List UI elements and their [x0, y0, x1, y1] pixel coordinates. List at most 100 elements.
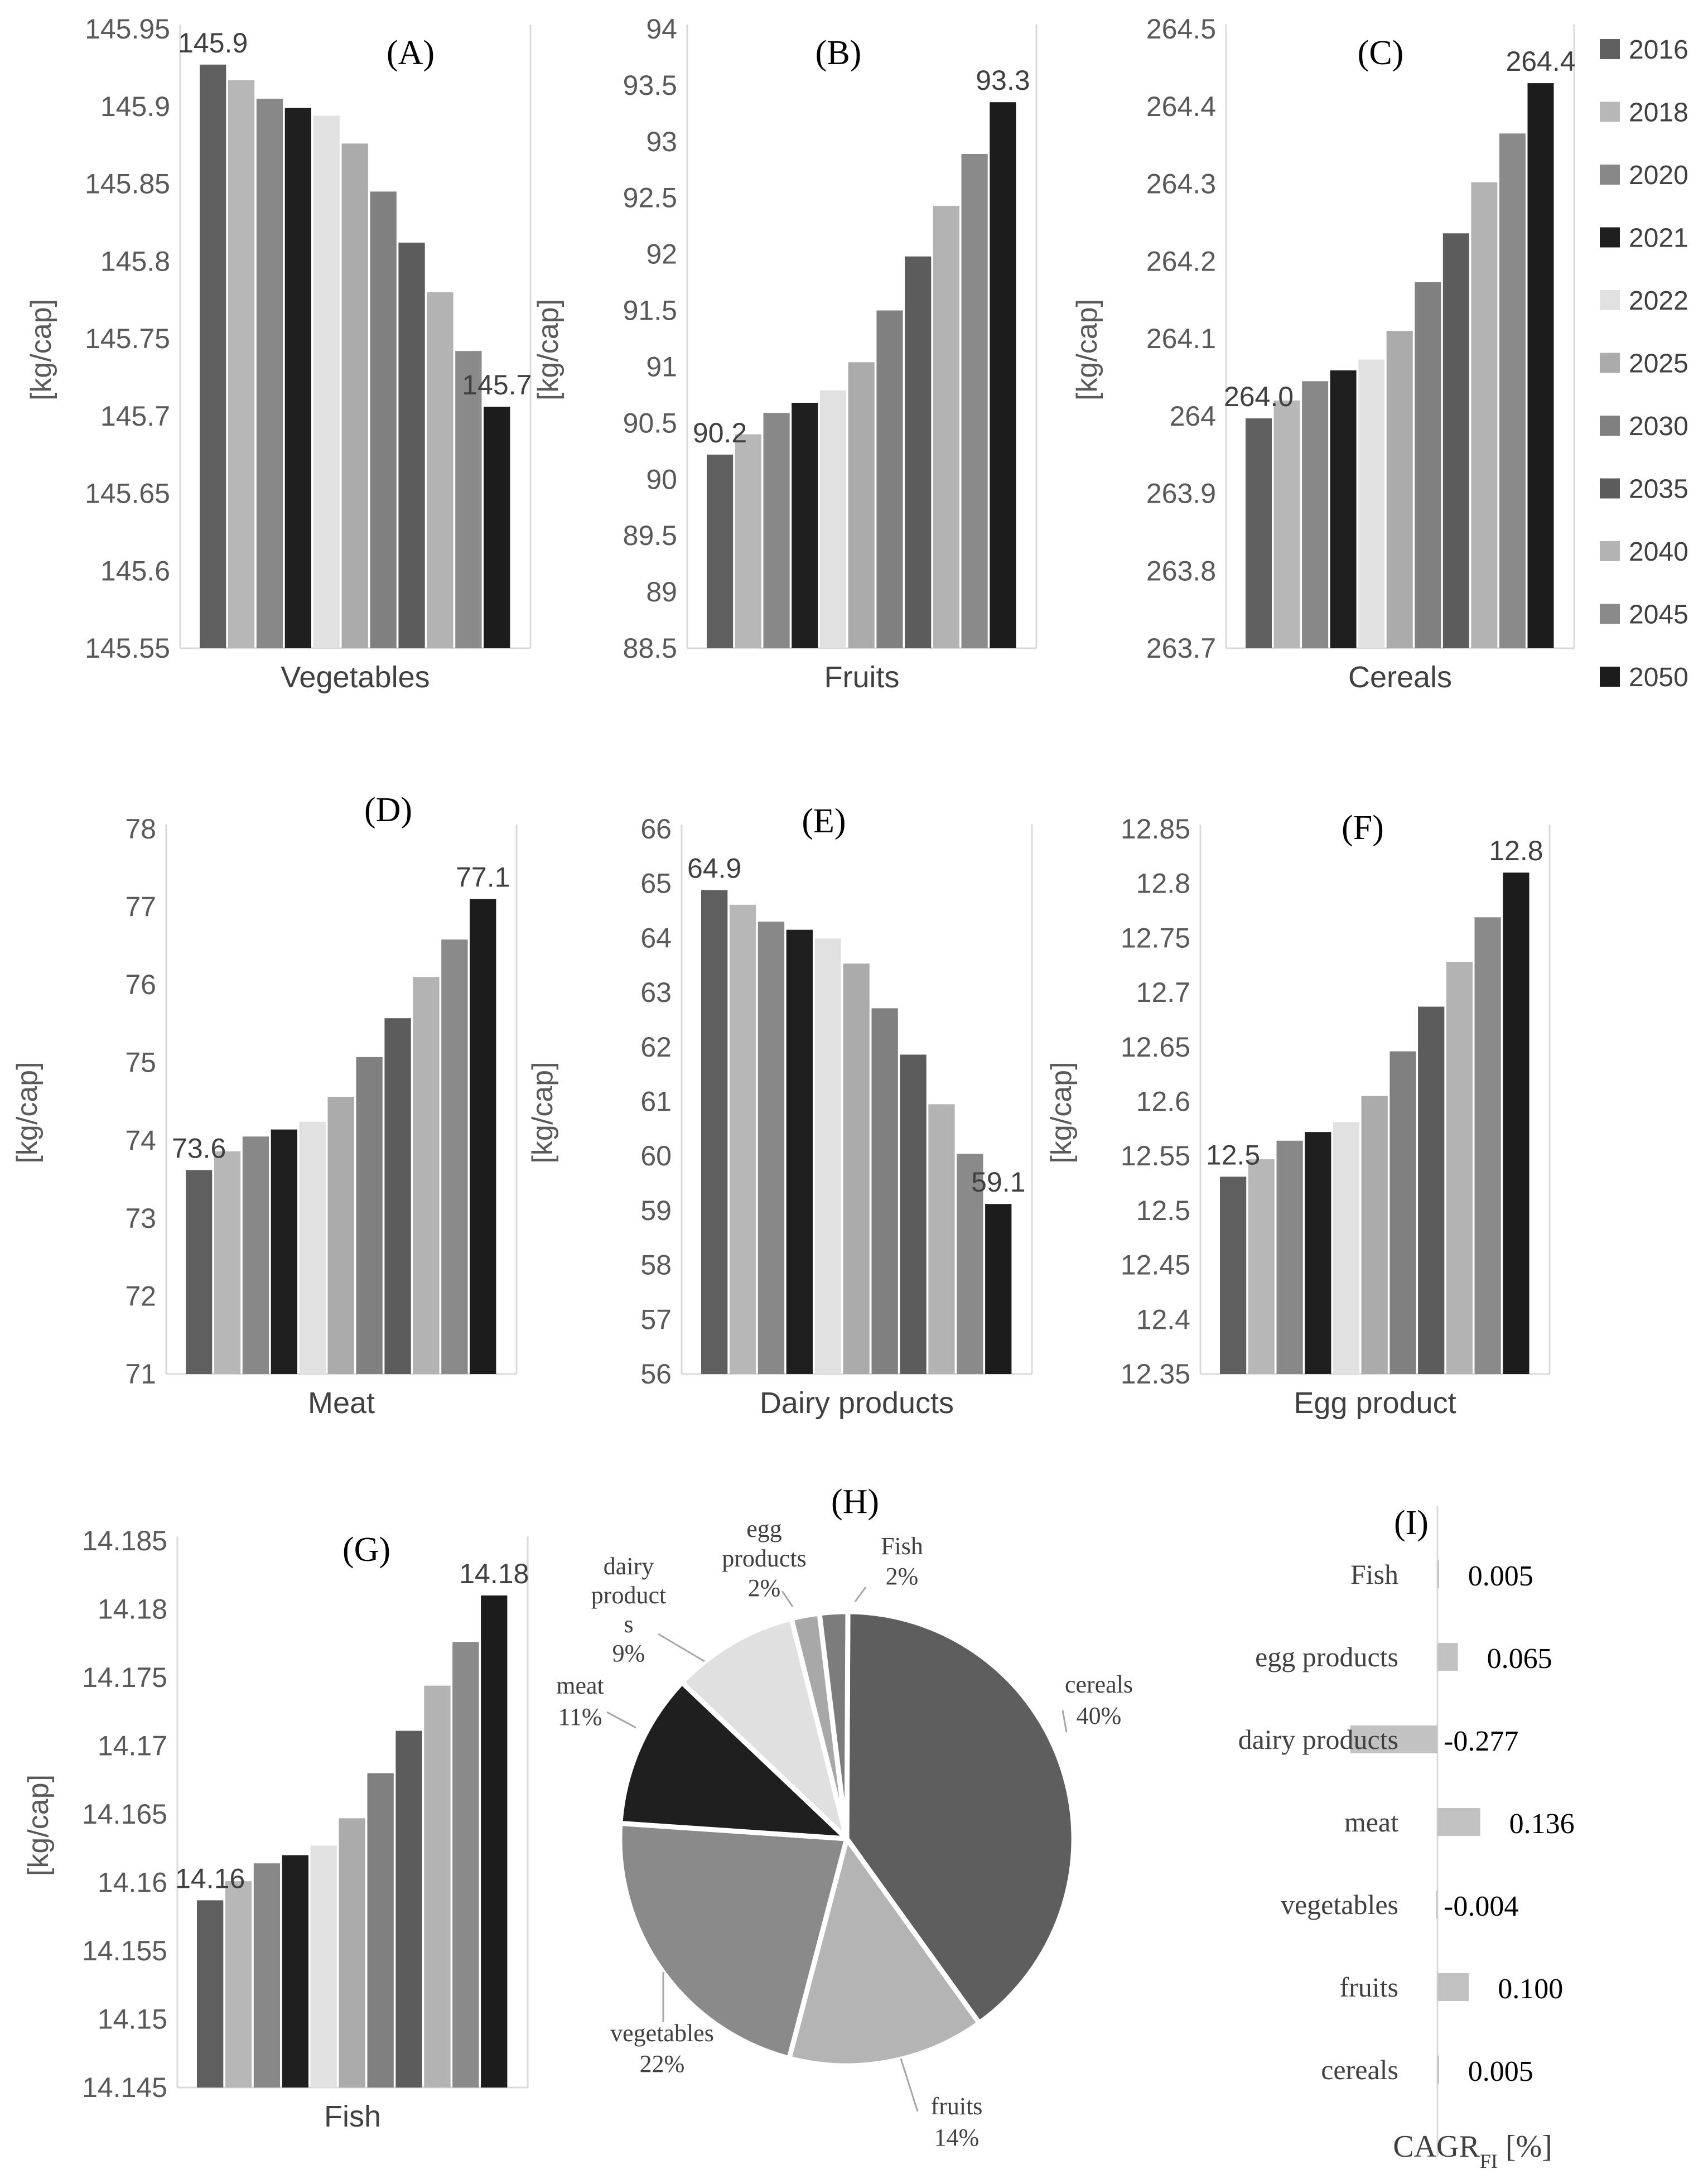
legend-swatch-2030 — [1600, 416, 1620, 436]
chart-panel-3: 263.7 263.8 263.9 264 264.1 264.2 264.3 264.4 26… — [1071, 13, 1576, 694]
legend-swatch-2050 — [1600, 667, 1620, 687]
cagr-value-label: 0.005 — [1468, 2056, 1533, 2088]
y-axis-title: [kg/cap] — [527, 1062, 559, 1163]
bar-2045 — [957, 1154, 983, 1374]
x-category-label: Cereals — [1348, 661, 1452, 694]
bar-2040 — [928, 1104, 955, 1374]
cagr-bar-fish — [1437, 1560, 1439, 1588]
bar-2035 — [1442, 233, 1469, 648]
y-tick-label: 64 — [640, 922, 672, 953]
y-tick-label: 264.4 — [1146, 91, 1216, 122]
pie-label: 9% — [612, 1640, 645, 1667]
pie-leader-line — [781, 1590, 794, 1607]
chart-panel-1: 145.55 145.6 145.65 145.7 145.75 145.8 145.85 1… — [25, 13, 532, 694]
bar-2018 — [1273, 401, 1300, 648]
cagr-axis-main: CAGR — [1393, 2129, 1480, 2164]
cagr-bar-cereals — [1437, 2056, 1439, 2084]
y-axis-title: [kg/cap] — [532, 299, 564, 401]
y-tick-label: 89 — [646, 576, 677, 608]
y-tick-label: 145.7 — [100, 401, 170, 432]
cagr-value-label: -0.277 — [1444, 1725, 1518, 1757]
cagr-category-label: vegetables — [1281, 1889, 1398, 1920]
legend: 2016 2018 2020 2021 2022 2025 2030 2035 2040 2045… — [1600, 35, 1688, 692]
cagr-axis-subscript: FI — [1480, 2150, 1498, 2172]
y-tick-label: 90 — [646, 464, 677, 495]
pie-slice-cereals — [844, 1609, 1077, 2026]
bar-2030 — [1389, 1051, 1416, 1374]
cagr-x-axis-title: CAGRFI [%] — [1393, 2129, 1552, 2172]
pie-label: 2% — [748, 1574, 781, 1602]
cagr-bar-meat — [1437, 1808, 1480, 1836]
bar-2018 — [729, 904, 756, 1374]
bar-2020 — [256, 98, 283, 648]
bar-2016 — [707, 454, 734, 648]
pie-label: 40% — [1077, 1702, 1122, 1729]
bar-2018 — [214, 1151, 241, 1374]
cagr-value-label: 0.005 — [1468, 1560, 1533, 1592]
cagr-value-label: -0.004 — [1444, 1891, 1518, 1922]
bar-2016 — [200, 64, 226, 648]
bar-2050 — [1527, 83, 1554, 649]
y-tick-label: 56 — [640, 1358, 672, 1390]
bar-2035 — [395, 1730, 422, 2088]
bar-2040 — [424, 1685, 451, 2088]
cagr-bar-vegetables — [1436, 1891, 1437, 1918]
cagr-value-label: 0.065 — [1487, 1643, 1552, 1675]
y-tick-label: 12.65 — [1121, 1031, 1190, 1063]
pie-leader-line — [900, 2058, 919, 2112]
bar-2025 — [341, 143, 368, 648]
pie-slice-dairy-products — [679, 1616, 850, 1841]
panel-title: (C) — [1358, 34, 1404, 72]
bar-2025 — [339, 1818, 365, 2088]
legend-label-2018: 2018 — [1629, 98, 1688, 128]
data-label-last: 264.4 — [1506, 46, 1575, 77]
y-tick-label: 145.65 — [85, 478, 170, 509]
bar-2050 — [985, 1204, 1012, 1374]
chart-panel-5: 56 57 58 59 60 61 62 63 64 65 66 64.9 59.1 Dairy prod… — [527, 802, 1033, 1420]
bar-2045 — [1474, 917, 1501, 1374]
y-tick-label: 78 — [125, 813, 156, 845]
y-tick-label: 62 — [640, 1031, 672, 1063]
bar-2035 — [398, 242, 425, 648]
y-tick-label: 263.9 — [1146, 478, 1216, 509]
y-tick-label: 14.16 — [98, 1867, 167, 1898]
y-tick-label: 264.5 — [1146, 13, 1216, 45]
y-tick-label: 57 — [640, 1304, 672, 1335]
bar-2030 — [356, 1057, 383, 1374]
y-axis-title: [kg/cap] — [11, 1062, 44, 1163]
cagr-category-label: fruits — [1339, 1971, 1398, 2003]
legend-swatch-2022 — [1600, 290, 1620, 310]
legend-label-2030: 2030 — [1629, 412, 1688, 441]
legend-label-2016: 2016 — [1629, 35, 1688, 65]
pie-label: products — [722, 1545, 807, 1572]
pie-label: s — [624, 1611, 633, 1638]
data-label-last: 12.8 — [1489, 835, 1543, 866]
legend-label-2050: 2050 — [1629, 663, 1688, 692]
y-tick-label: 65 — [640, 868, 672, 899]
bar-2016 — [1220, 1177, 1247, 1374]
y-tick-label: 12.4 — [1136, 1304, 1190, 1335]
bar-2025 — [327, 1097, 354, 1374]
y-tick-label: 14.15 — [98, 2004, 167, 2035]
y-tick-label: 145.95 — [85, 13, 170, 45]
panel-title: (E) — [802, 802, 846, 840]
pie-leader-line — [1062, 1710, 1068, 1733]
bar-2035 — [1418, 1006, 1445, 1374]
bar-2022 — [313, 115, 340, 648]
y-tick-label: 90.5 — [623, 407, 677, 438]
bar-2050 — [1503, 872, 1530, 1374]
bar-2020 — [242, 1136, 269, 1374]
pie-label: Fish — [881, 1532, 923, 1560]
y-tick-label: 264 — [1170, 401, 1216, 432]
x-category-label: Vegetables — [281, 661, 430, 694]
y-axis-title: [kg/cap] — [25, 299, 57, 401]
panel-title: (H) — [831, 1483, 879, 1521]
y-tick-label: 63 — [640, 977, 672, 1008]
y-tick-label: 14.145 — [82, 2072, 167, 2103]
bar-2016 — [1246, 418, 1272, 648]
y-tick-label: 12.5 — [1136, 1195, 1190, 1226]
pie-slice-fish — [817, 1609, 851, 1841]
cagr-category-label: meat — [1344, 1806, 1398, 1838]
x-category-label: Dairy products — [760, 1386, 954, 1420]
y-tick-label: 58 — [640, 1250, 672, 1281]
